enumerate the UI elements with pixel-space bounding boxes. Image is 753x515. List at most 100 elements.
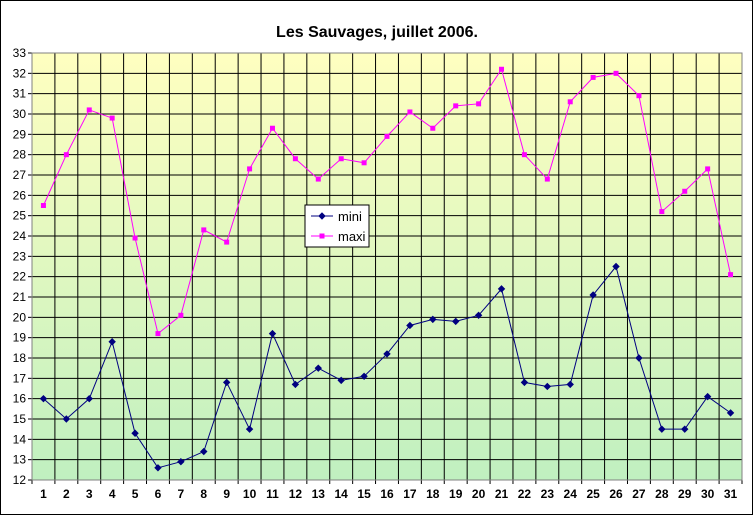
x-tick-label: 2 — [63, 487, 70, 501]
legend-label-mini: mini — [338, 209, 362, 224]
data-point-mini — [658, 425, 666, 433]
x-tick-label: 22 — [518, 487, 532, 501]
plot-border — [31, 52, 743, 481]
data-point-mini — [85, 394, 93, 403]
series-maxi — [40, 66, 734, 337]
x-tick-label: 18 — [426, 487, 440, 501]
data-point-maxi — [590, 74, 596, 80]
x-tick-label: 25 — [586, 487, 600, 501]
data-point-maxi — [178, 312, 184, 318]
x-tick-label: 4 — [109, 487, 116, 501]
data-point-maxi — [201, 227, 207, 233]
data-point-mini — [268, 329, 277, 338]
y-tick-label: 29 — [13, 127, 27, 141]
data-point-maxi — [155, 331, 161, 337]
y-tick-label: 13 — [13, 453, 27, 467]
y-tick-label: 19 — [13, 331, 27, 345]
data-point-mini — [154, 464, 162, 472]
data-point-maxi — [109, 115, 115, 121]
x-tick-label: 19 — [449, 487, 463, 501]
data-point-maxi — [636, 93, 642, 99]
data-point-mini — [245, 425, 254, 433]
data-point-maxi — [521, 152, 527, 158]
data-point-mini — [406, 321, 414, 330]
data-point-maxi — [453, 103, 459, 109]
data-point-mini — [726, 409, 735, 417]
y-tick-label: 23 — [13, 249, 27, 263]
data-point-mini — [314, 364, 322, 372]
data-point-maxi — [86, 107, 92, 113]
chart-title: Les Sauvages, juillet 2006. — [276, 24, 478, 41]
x-tick-label: 10 — [243, 487, 257, 501]
legend-marker-mini — [318, 212, 326, 220]
plot-area — [32, 53, 742, 480]
x-tick-label: 8 — [200, 487, 207, 501]
data-point-maxi — [499, 66, 505, 72]
x-tick-label: 27 — [632, 487, 646, 501]
data-point-maxi — [361, 160, 367, 166]
data-point-mini — [543, 382, 552, 391]
x-tick-label: 29 — [678, 487, 692, 501]
data-point-maxi — [40, 203, 46, 208]
y-tick-label: 31 — [13, 87, 27, 101]
x-tick-label: 26 — [609, 487, 623, 501]
y-tick-label: 14 — [13, 432, 27, 446]
data-point-maxi — [705, 166, 711, 172]
data-point-mini — [452, 317, 460, 326]
x-tick-label: 15 — [357, 487, 371, 501]
data-point-mini — [200, 447, 208, 456]
x-tick-label: 24 — [564, 487, 578, 501]
x-tick-label: 16 — [380, 487, 394, 501]
data-point-maxi — [728, 272, 734, 278]
data-point-maxi — [659, 209, 665, 215]
data-point-mini — [589, 291, 597, 299]
data-point-maxi — [430, 125, 436, 131]
data-point-maxi — [544, 176, 550, 182]
y-tick-label: 30 — [13, 107, 27, 121]
x-tick-label: 23 — [541, 487, 555, 501]
y-tick-label: 26 — [13, 188, 27, 202]
x-tick-label: 9 — [223, 487, 230, 501]
data-point-mini — [108, 338, 116, 346]
y-tick-label: 15 — [13, 412, 27, 426]
series-mini — [39, 262, 735, 472]
data-point-maxi — [338, 156, 344, 162]
x-tick-label: 3 — [86, 487, 93, 501]
data-point-maxi — [567, 99, 573, 105]
data-point-mini — [222, 378, 231, 387]
axes: 1213141516171819202122232425262728293031… — [13, 46, 743, 501]
y-tick-label: 22 — [13, 270, 27, 284]
x-tick-label: 31 — [724, 487, 738, 501]
x-tick-label: 5 — [132, 487, 139, 501]
y-tick-label: 12 — [13, 473, 27, 487]
y-tick-label: 27 — [13, 168, 27, 182]
data-point-mini — [612, 262, 620, 271]
data-point-maxi — [247, 166, 253, 172]
data-point-maxi — [269, 125, 275, 131]
y-tick-label: 17 — [13, 371, 27, 385]
y-tick-label: 16 — [13, 392, 27, 406]
data-point-maxi — [613, 70, 619, 76]
data-point-mini — [635, 354, 643, 362]
data-point-maxi — [63, 152, 69, 158]
data-point-mini — [62, 415, 71, 423]
y-tick-label: 28 — [13, 148, 27, 162]
data-point-maxi — [132, 235, 138, 241]
data-point-maxi — [407, 109, 413, 115]
data-point-mini — [497, 285, 506, 293]
data-point-mini — [566, 380, 574, 389]
data-point-maxi — [315, 176, 321, 182]
x-tick-label: 7 — [178, 487, 185, 501]
data-point-mini — [177, 457, 185, 466]
series-layer — [39, 66, 735, 472]
y-tick-label: 33 — [13, 46, 27, 60]
x-tick-label: 28 — [655, 487, 669, 501]
data-point-maxi — [682, 188, 688, 194]
x-tick-label: 11 — [266, 487, 279, 501]
data-point-mini — [474, 311, 483, 320]
legend-label-maxi: maxi — [338, 229, 366, 244]
legend-box — [304, 204, 370, 248]
x-tick-label: 13 — [312, 487, 326, 501]
